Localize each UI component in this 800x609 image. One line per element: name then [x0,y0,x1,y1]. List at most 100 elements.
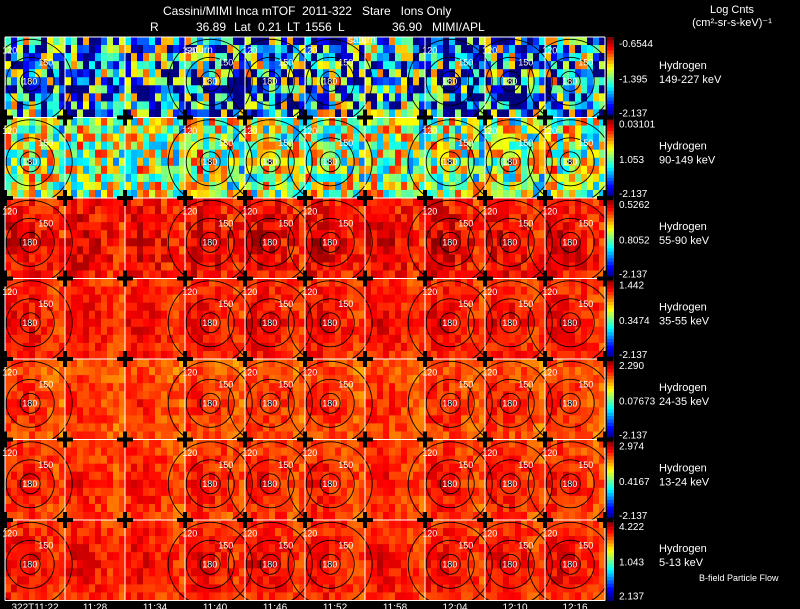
heatmap-pixel [59,109,66,118]
heatmap-pixel [551,198,558,207]
heatmap-pixel [221,391,228,400]
heatmap-pixel [443,149,450,159]
contour-label: 150 [38,299,53,309]
heatmap-pixel [413,61,420,70]
heatmap-pixel [389,222,396,231]
heatmap-pixel [521,222,528,231]
heatmap-pixel [419,133,426,143]
heatmap-pixel [89,294,96,304]
heatmap-pixel [173,157,180,167]
heatmap-pixel [473,165,480,175]
heatmap-pixel [569,165,576,175]
heatmap-pixel [329,222,336,231]
heatmap-pixel [281,431,288,440]
heatmap-pixel [461,149,468,159]
colorbar-step [607,231,614,236]
heatmap-pixel [59,101,66,110]
heatmap-pixel [479,302,486,312]
heatmap-pixel [371,181,378,191]
heatmap-pixel [341,125,348,134]
heatmap-pixel [173,238,180,247]
heatmap-pixel [53,77,60,86]
heatmap-pixel [359,383,366,392]
heatmap-pixel [233,85,240,94]
heatmap-pixel [557,173,564,183]
heatmap-pixel [125,214,132,223]
heatmap-pixel [209,206,216,215]
heatmap-pixel [527,238,534,247]
heatmap-pixel [83,350,90,360]
heatmap-pixel [341,407,348,416]
heatmap-pixel [545,206,552,215]
heatmap-pixel [593,85,600,94]
heatmap-pixel [485,334,492,344]
heatmap-pixel [191,302,198,312]
heatmap-pixel [365,141,372,151]
heatmap-pixel [173,278,180,287]
heatmap-pixel [257,270,264,279]
heatmap-pixel [569,109,576,118]
heatmap-pixel [317,407,324,416]
heatmap-pixel [551,326,558,336]
heatmap-pixel [227,109,234,118]
heatmap-pixel [287,334,294,344]
heatmap-pixel [401,214,408,223]
heatmap-pixel [77,206,84,215]
heatmap-pixel [491,133,498,143]
heatmap-pixel [539,61,546,70]
heatmap-pixel [209,37,216,46]
heatmap-pixel [353,278,360,287]
heatmap-pixel [275,77,282,86]
heatmap-pixel [401,326,408,336]
heatmap-pixel [341,367,348,376]
heatmap-pixel [251,294,258,304]
heatmap-pixel [167,359,174,368]
heatmap-pixel [299,61,306,70]
heatmap-pixel [395,326,402,336]
heatmap-pixel [401,125,408,134]
heatmap-pixel [275,342,282,352]
heatmap-pixel [407,45,414,54]
heatmap-pixel [581,254,588,263]
heatmap-pixel [53,278,60,287]
heatmap-pixel [437,222,444,231]
heatmap-pixel [551,77,558,86]
heatmap-pixel [365,230,372,239]
heatmap-pixel [263,149,270,159]
heatmap-pixel [215,230,222,239]
heatmap-pixel [137,278,144,287]
heatmap-pixel [161,61,168,70]
heatmap-pixel [485,133,492,143]
heatmap-pixel [227,318,234,328]
heatmap-pixel [437,37,444,46]
heatmap-pixel [581,318,588,328]
heatmap-pixel [317,270,324,279]
heatmap-pixel [179,262,186,271]
heatmap-pixel [11,109,18,118]
heatmap-pixel [167,206,174,215]
heatmap-pixel [215,431,222,440]
heatmap-pixel [587,246,594,255]
heatmap-pixel [83,157,90,167]
heatmap-pixel [299,125,306,134]
heatmap-pixel [71,69,78,78]
heatmap-pixel [485,230,492,239]
heatmap-pixel [167,117,174,126]
heatmap-pixel [41,165,48,175]
heatmap-pixel [437,69,444,78]
heatmap-pixel [317,375,324,384]
colorbar-step [607,201,614,206]
heatmap-pixel [41,45,48,54]
heatmap-pixel [353,61,360,70]
heatmap-pixel [35,189,42,199]
heatmap-pixel [257,302,264,312]
colorbar-step [607,218,614,222]
heatmap-pixel [431,37,438,46]
heatmap-pixel [293,310,300,320]
heatmap-pixel [329,109,336,118]
contour-label: 180 [22,76,37,86]
heatmap-pixel [461,286,468,295]
heatmap-pixel [41,198,48,207]
heatmap-pixel [59,367,66,376]
heatmap-pixel [557,93,564,102]
